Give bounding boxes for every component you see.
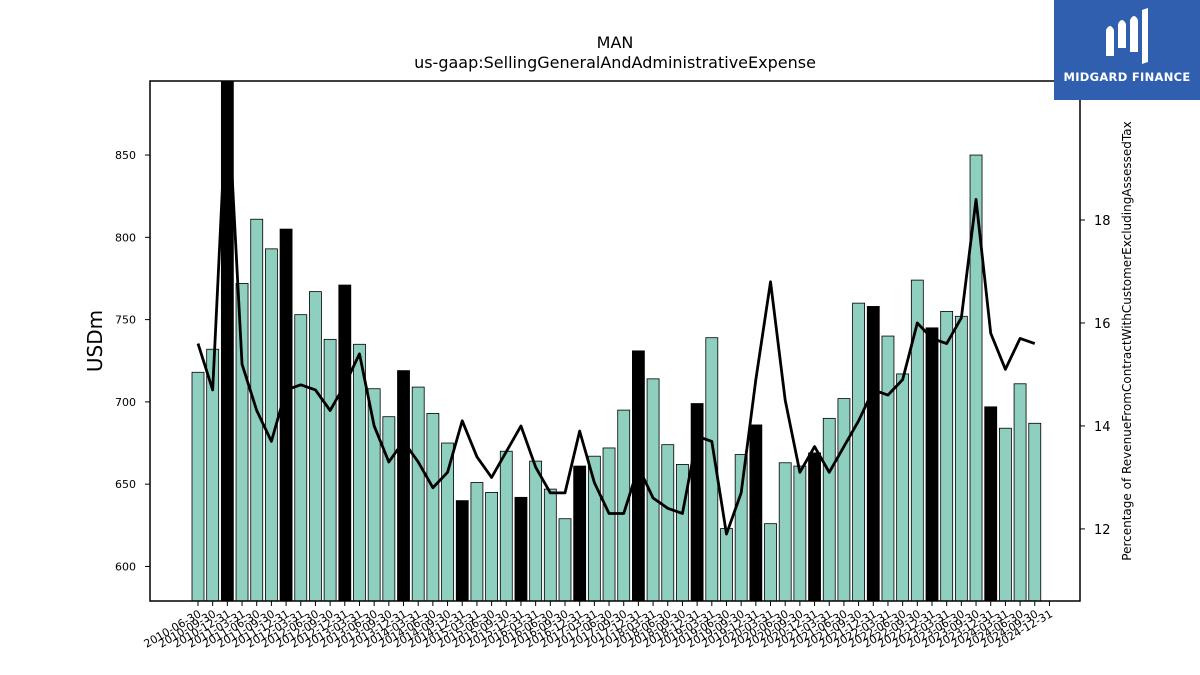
percentage-line bbox=[196, 84, 1036, 536]
y-tick-label: 650 bbox=[115, 478, 136, 491]
midgard-mark-icon bbox=[1106, 8, 1148, 64]
bar-2011-12-31 bbox=[279, 228, 293, 602]
bar-2014-12-31 bbox=[455, 500, 469, 602]
bar-2021-12-31 bbox=[866, 306, 880, 602]
bar-2023-03-31 bbox=[940, 310, 954, 602]
bar-2013-03-31 bbox=[353, 343, 366, 602]
y2-axis-label: Percentage of RevenueFromContractWithCus… bbox=[1120, 121, 1134, 560]
bar-2020-09-30 bbox=[793, 465, 807, 602]
y2-tick-label: 18 bbox=[1094, 214, 1111, 229]
bar-2012-12-31 bbox=[338, 284, 352, 602]
x-axis: 2010-06-302010-09-302010-12-312011-03-31… bbox=[142, 601, 1055, 651]
bar-2016-09-30 bbox=[558, 518, 572, 602]
bar-2015-09-30 bbox=[499, 450, 513, 602]
y-axis-label: USDm bbox=[83, 310, 107, 372]
bar-2019-12-31 bbox=[749, 424, 763, 602]
bar-2022-06-30 bbox=[896, 373, 910, 602]
y-tick-label: 800 bbox=[115, 231, 136, 244]
y-tick-label: 700 bbox=[115, 396, 136, 409]
bar-2015-06-30 bbox=[485, 491, 499, 602]
bar-2014-09-30 bbox=[441, 442, 454, 602]
y2-tick-label: 16 bbox=[1094, 317, 1111, 332]
bar-2022-12-31 bbox=[925, 327, 939, 602]
bar-2024-06-30 bbox=[1013, 383, 1027, 602]
y2-tick-label: 12 bbox=[1094, 523, 1111, 538]
y-axis-left: 600 650 700 750 800 850 bbox=[115, 149, 150, 573]
bar-2013-09-30 bbox=[382, 416, 396, 602]
y-tick-label: 600 bbox=[115, 560, 136, 573]
brand-logo-text: MIDGARD FINANCE bbox=[1063, 70, 1191, 84]
y-tick-label: 850 bbox=[115, 149, 136, 162]
plot-frame bbox=[149, 80, 1081, 602]
bar-2016-06-30 bbox=[543, 488, 557, 602]
y2-tick-label: 14 bbox=[1094, 420, 1111, 435]
bar-2015-03-31 bbox=[470, 482, 484, 602]
bar-2015-12-31 bbox=[514, 496, 528, 602]
bar-2016-03-31 bbox=[529, 460, 543, 602]
bar-2019-09-30 bbox=[734, 454, 748, 602]
bar-2024-09-30 bbox=[1028, 422, 1042, 602]
bar-2014-03-31 bbox=[411, 386, 425, 602]
bar-2020-06-30 bbox=[778, 462, 792, 602]
bar-2011-03-31 bbox=[235, 283, 249, 602]
chart-title: MAN bbox=[597, 33, 634, 52]
bar-2013-12-31 bbox=[397, 370, 410, 602]
chart-subtitle: us-gaap:SellingGeneralAndAdministrativeE… bbox=[414, 53, 816, 72]
bar-2024-03-31 bbox=[999, 427, 1012, 602]
bar-2018-06-30 bbox=[661, 444, 675, 602]
line-group bbox=[196, 84, 1036, 536]
bar-2018-12-31 bbox=[690, 403, 704, 602]
bar-2017-06-30 bbox=[602, 447, 616, 602]
bar-2021-03-31 bbox=[822, 417, 836, 602]
y-tick-label: 750 bbox=[115, 314, 136, 327]
bar-2010-06-30 bbox=[191, 371, 205, 602]
bar-2012-06-30 bbox=[309, 291, 322, 602]
bar-2020-03-31 bbox=[764, 523, 777, 602]
bar-2023-06-30 bbox=[954, 315, 968, 602]
bar-2021-09-30 bbox=[852, 302, 865, 602]
brand-logo: MIDGARD FINANCE bbox=[1054, 0, 1200, 100]
bar-2012-09-30 bbox=[323, 338, 337, 602]
bar-2023-12-31 bbox=[984, 406, 998, 602]
bar-2019-06-30 bbox=[720, 528, 733, 602]
bar-2020-12-31 bbox=[808, 452, 821, 602]
bar-2014-06-30 bbox=[426, 413, 440, 602]
bar-2021-06-30 bbox=[837, 398, 851, 602]
bar-2017-09-30 bbox=[617, 409, 631, 602]
bar-2016-12-31 bbox=[573, 465, 587, 602]
y-axis-right: 12 14 16 18 bbox=[1080, 214, 1111, 538]
bar-2022-03-31 bbox=[881, 335, 895, 602]
bar-2012-03-31 bbox=[294, 314, 308, 602]
